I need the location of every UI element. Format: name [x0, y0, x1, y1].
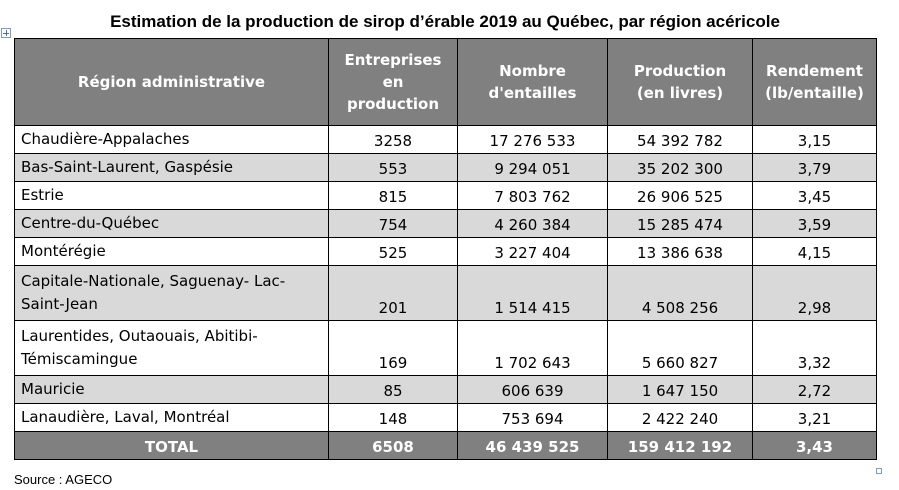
production-cell: 4 508 256: [607, 265, 753, 321]
region-cell: Bas-Saint-Laurent, Gaspésie: [14, 153, 329, 182]
header-entailles-line: Nombre: [499, 62, 566, 80]
entreprises-cell: 525: [328, 237, 458, 266]
production-cell: 5 660 827: [607, 320, 753, 376]
entailles-cell: 4 260 384: [457, 209, 608, 238]
header-production: Production (en livres): [607, 38, 753, 126]
production-cell: 2 422 240: [607, 403, 753, 432]
header-region: Région administrative: [14, 38, 329, 126]
table-row: Centre-du-Québec 754 4 260 384 15 285 47…: [14, 209, 877, 238]
header-entreprises: Entreprises en production: [328, 38, 458, 126]
rendement-cell: 3,79: [752, 153, 877, 182]
region-name: Bas-Saint-Laurent, Gaspésie: [21, 158, 234, 176]
entreprises-cell: 201: [328, 265, 458, 321]
production-cell: 1 647 150: [607, 375, 753, 404]
total-row: TOTAL 6508 46 439 525 159 412 192 3,43: [14, 431, 877, 460]
entailles-cell: 1 702 643: [457, 320, 608, 376]
source-note: Source : AGECO: [14, 472, 113, 487]
total-entreprises: 6508: [328, 431, 458, 460]
region-name-line: Capitale-Nationale, Saguenay- Lac-: [21, 272, 286, 290]
entreprises-cell: 85: [328, 375, 458, 404]
table-row: Chaudière-Appalaches 3258 17 276 533 54 …: [14, 125, 877, 154]
region-cell: Laurentides, Outaouais, Abitibi- Témiscam…: [14, 320, 329, 376]
header-entreprises-line: production: [346, 95, 440, 113]
region-cell: Centre-du-Québec: [14, 209, 329, 238]
region-cell: Lanaudière, Laval, Montréal: [14, 403, 329, 432]
region-name-line: Saint-Jean: [21, 295, 98, 313]
entreprises-cell: 553: [328, 153, 458, 182]
entailles-cell: 7 803 762: [457, 181, 608, 210]
entreprises-cell: 169: [328, 320, 458, 376]
region-name: Mauricie: [21, 380, 85, 398]
region-cell: Capitale-Nationale, Saguenay- Lac- Saint-…: [14, 265, 329, 321]
production-cell: 54 392 782: [607, 125, 753, 154]
entailles-cell: 606 639: [457, 375, 608, 404]
entreprises-cell: 815: [328, 181, 458, 210]
rendement-cell: 3,32: [752, 320, 877, 376]
header-rendement-line: (lb/entaille): [765, 84, 864, 102]
table-title: Estimation de la production de sirop d’é…: [110, 12, 780, 31]
header-entailles: Nombre d'entailles: [457, 38, 608, 126]
region-name: Montérégie: [21, 242, 106, 260]
table-row: Estrie 815 7 803 762 26 906 525 3,45: [14, 181, 877, 210]
header-region-label: Région administrative: [77, 73, 266, 91]
total-entailles: 46 439 525: [457, 431, 608, 460]
entailles-cell: 1 514 415: [457, 265, 608, 321]
header-rendement: Rendement (lb/entaille): [752, 38, 877, 126]
rendement-cell: 3,21: [752, 403, 877, 432]
header-entreprises-line: Entreprises: [344, 51, 442, 69]
rendement-cell: 2,98: [752, 265, 877, 321]
region-name: Lanaudière, Laval, Montréal: [21, 408, 230, 426]
header-rendement-line: Rendement: [766, 62, 863, 80]
region-cell: Chaudière-Appalaches: [14, 125, 329, 154]
table-row: Lanaudière, Laval, Montréal 148 753 694 …: [14, 403, 877, 432]
production-cell: 26 906 525: [607, 181, 753, 210]
entailles-cell: 17 276 533: [457, 125, 608, 154]
table-row: Capitale-Nationale, Saguenay- Lac- Saint-…: [14, 265, 877, 321]
entailles-cell: 9 294 051: [457, 153, 608, 182]
region-cell: Mauricie: [14, 375, 329, 404]
region-cell: Estrie: [14, 181, 329, 210]
total-label: TOTAL: [14, 431, 329, 460]
rendement-cell: 4,15: [752, 237, 877, 266]
header-production-line: Production: [633, 62, 727, 80]
table-row: Laurentides, Outaouais, Abitibi- Témiscam…: [14, 320, 877, 376]
rendement-cell: 3,59: [752, 209, 877, 238]
entreprises-cell: 148: [328, 403, 458, 432]
region-name-line: Laurentides, Outaouais, Abitibi-: [21, 327, 258, 345]
header-entreprises-line: en: [382, 73, 404, 91]
header-row: Région administrative Entreprises en pro…: [14, 38, 877, 126]
table-row: Mauricie 85 606 639 1 647 150 2,72: [14, 375, 877, 404]
rendement-cell: 3,45: [752, 181, 877, 210]
total-production: 159 412 192: [607, 431, 753, 460]
total-rendement: 3,43: [752, 431, 877, 460]
production-cell: 13 386 638: [607, 237, 753, 266]
table-row: Bas-Saint-Laurent, Gaspésie 553 9 294 05…: [14, 153, 877, 182]
region-cell: Montérégie: [14, 237, 329, 266]
rendement-cell: 3,15: [752, 125, 877, 154]
header-entailles-line: d'entailles: [488, 84, 577, 102]
table-move-handle-icon[interactable]: [1, 28, 11, 38]
entailles-cell: 753 694: [457, 403, 608, 432]
production-cell: 15 285 474: [607, 209, 753, 238]
entreprises-cell: 3258: [328, 125, 458, 154]
entailles-cell: 3 227 404: [457, 237, 608, 266]
region-name: Centre-du-Québec: [21, 214, 160, 232]
header-production-line: (en livres): [636, 84, 724, 102]
table-resize-handle-icon[interactable]: [876, 468, 882, 474]
production-cell: 35 202 300: [607, 153, 753, 182]
region-name: Estrie: [21, 186, 64, 204]
table-row: Montérégie 525 3 227 404 13 386 638 4,15: [14, 237, 877, 266]
region-name: Chaudière-Appalaches: [21, 130, 190, 148]
entreprises-cell: 754: [328, 209, 458, 238]
production-table: Région administrative Entreprises en pro…: [14, 38, 877, 460]
region-name-line: Témiscamingue: [21, 350, 138, 368]
rendement-cell: 2,72: [752, 375, 877, 404]
